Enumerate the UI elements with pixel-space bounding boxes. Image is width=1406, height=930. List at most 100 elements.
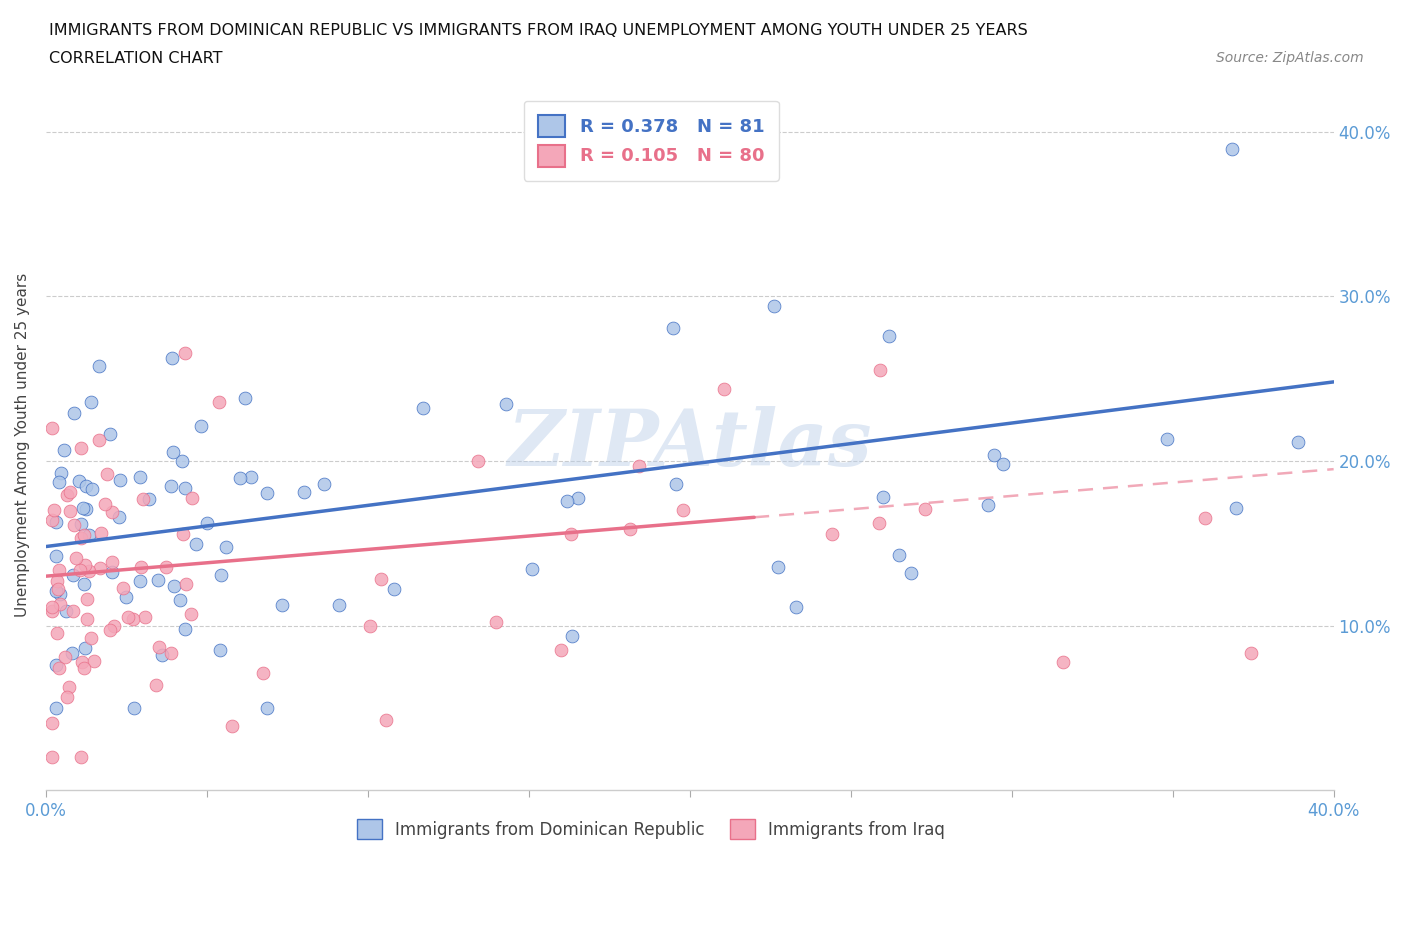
Point — [180, 606, 202, 621]
Point — [53, 443, 76, 458]
Point — [209, 568, 232, 583]
Point — [115, 590, 138, 604]
Point — [122, 611, 145, 626]
Point — [412, 401, 434, 416]
Point — [69, 750, 91, 764]
Point — [661, 320, 683, 335]
Point — [62, 518, 84, 533]
Point — [48, 661, 70, 676]
Point — [256, 485, 278, 500]
Point — [59, 485, 82, 499]
Point — [233, 391, 256, 405]
Point — [991, 457, 1014, 472]
Point — [80, 482, 103, 497]
Point — [129, 574, 152, 589]
Point — [70, 655, 93, 670]
Point — [77, 564, 100, 578]
Point — [145, 678, 167, 693]
Point — [101, 554, 124, 569]
Point — [112, 581, 135, 596]
Point — [713, 381, 735, 396]
Point — [87, 432, 110, 447]
Point — [160, 645, 183, 660]
Point — [117, 609, 139, 624]
Point — [73, 660, 96, 675]
Point — [619, 521, 641, 536]
Point — [79, 631, 101, 645]
Point — [1286, 434, 1309, 449]
Point — [763, 299, 786, 313]
Point — [122, 700, 145, 715]
Point — [180, 490, 202, 505]
Text: IMMIGRANTS FROM DOMINICAN REPUBLIC VS IMMIGRANTS FROM IRAQ UNEMPLOYMENT AMONG YO: IMMIGRANTS FROM DOMINICAN REPUBLIC VS IM… — [49, 23, 1028, 38]
Point — [62, 567, 84, 582]
Point — [69, 516, 91, 531]
Point — [208, 395, 231, 410]
Point — [129, 470, 152, 485]
Point — [53, 649, 76, 664]
Point — [83, 654, 105, 669]
Point — [56, 487, 79, 502]
Point — [495, 396, 517, 411]
Point — [45, 658, 67, 672]
Point — [41, 750, 63, 764]
Point — [328, 598, 350, 613]
Point — [1156, 432, 1178, 446]
Point — [45, 515, 67, 530]
Point — [80, 394, 103, 409]
Point — [240, 470, 263, 485]
Point — [672, 503, 695, 518]
Point — [41, 600, 63, 615]
Point — [70, 441, 93, 456]
Point — [375, 712, 398, 727]
Point — [108, 510, 131, 525]
Point — [887, 548, 910, 563]
Point — [62, 405, 84, 420]
Point — [150, 648, 173, 663]
Point — [49, 596, 72, 611]
Point — [872, 489, 894, 504]
Point — [76, 611, 98, 626]
Point — [69, 563, 91, 578]
Point — [138, 491, 160, 506]
Point — [1052, 654, 1074, 669]
Point — [229, 471, 252, 485]
Legend: Immigrants from Dominican Republic, Immigrants from Iraq: Immigrants from Dominican Republic, Immi… — [349, 811, 953, 847]
Point — [766, 560, 789, 575]
Point — [173, 346, 195, 361]
Point — [72, 577, 94, 591]
Point — [170, 453, 193, 468]
Point — [110, 472, 132, 487]
Point — [45, 700, 67, 715]
Point — [869, 362, 891, 377]
Point — [1220, 141, 1243, 156]
Point — [42, 502, 65, 517]
Point — [59, 503, 82, 518]
Point — [76, 591, 98, 606]
Point — [983, 447, 1005, 462]
Point — [208, 643, 231, 658]
Point — [98, 426, 121, 441]
Point — [41, 716, 63, 731]
Point — [48, 474, 70, 489]
Point — [41, 513, 63, 528]
Point — [869, 516, 891, 531]
Point — [89, 561, 111, 576]
Point — [190, 418, 212, 433]
Point — [467, 453, 489, 468]
Point — [89, 359, 111, 374]
Point — [75, 479, 97, 494]
Point — [162, 445, 184, 459]
Point — [370, 571, 392, 586]
Point — [221, 719, 243, 734]
Point — [75, 557, 97, 572]
Point — [1194, 511, 1216, 525]
Point — [174, 480, 197, 495]
Point — [73, 527, 96, 542]
Point — [55, 604, 77, 618]
Point — [75, 502, 97, 517]
Point — [77, 528, 100, 543]
Point — [271, 598, 294, 613]
Point — [821, 527, 844, 542]
Point — [132, 491, 155, 506]
